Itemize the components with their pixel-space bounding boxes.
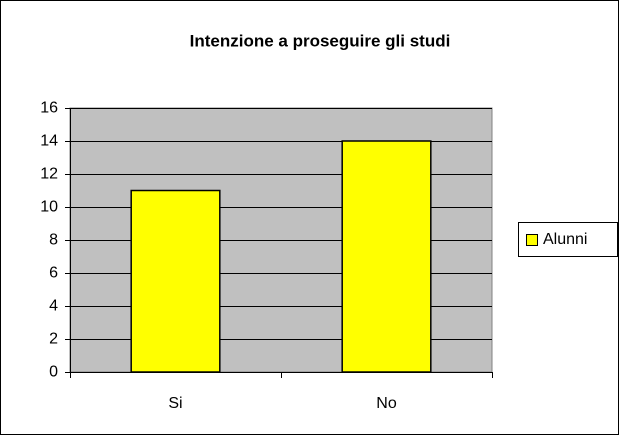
legend-label: Alunni <box>543 231 587 248</box>
legend: Alunni <box>518 222 618 257</box>
y-tick-label: 8 <box>49 232 58 249</box>
x-tick-label: Si <box>168 395 182 412</box>
bar <box>341 140 432 373</box>
x-tick-label: No <box>376 395 397 412</box>
y-tick-label: 6 <box>49 265 58 282</box>
chart-title: Intenzione a proseguire gli studi <box>190 31 451 50</box>
bar <box>130 189 221 373</box>
y-tick-label: 4 <box>49 298 58 315</box>
y-tick-label: 14 <box>40 133 58 150</box>
y-tick-label: 10 <box>40 199 58 216</box>
y-tick-label: 0 <box>49 364 58 381</box>
legend-swatch <box>526 234 538 246</box>
y-tick-label: 12 <box>40 166 58 183</box>
y-tick-label: 2 <box>49 331 58 348</box>
y-tick-label: 16 <box>40 100 58 117</box>
